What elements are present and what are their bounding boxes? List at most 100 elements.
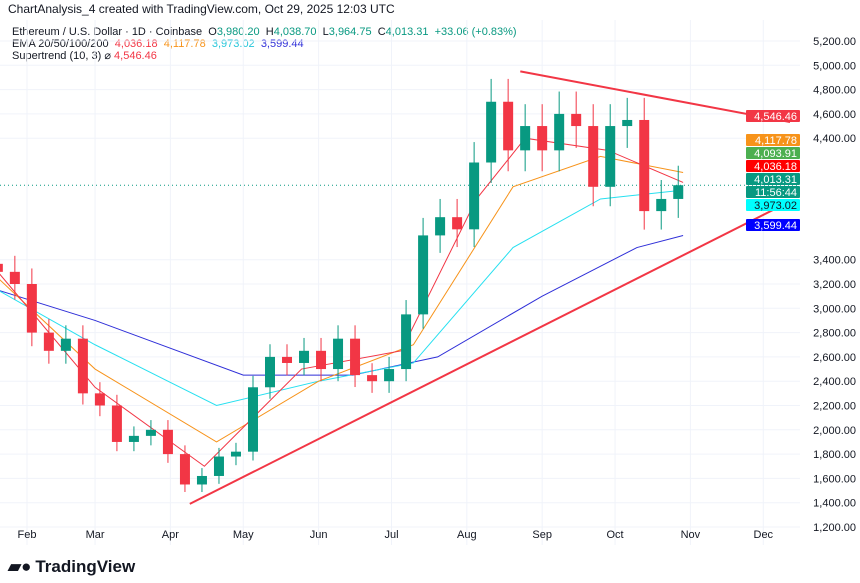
candle-body: [622, 119, 633, 127]
candle-body: [452, 217, 463, 230]
y-tick-label: 5,200.00: [813, 36, 856, 48]
candle-body: [128, 435, 139, 442]
supertrend-label: Supertrend (10, 3): [12, 50, 102, 62]
price-label-bg: [746, 110, 800, 122]
price-label-bg: [746, 219, 800, 231]
hidden-eye-icon[interactable]: ⌀: [104, 50, 111, 62]
candle-body: [435, 217, 446, 236]
y-tick-label: 2,200.00: [813, 401, 856, 413]
candle-body: [503, 101, 514, 151]
price-label: 11:56:44: [755, 187, 797, 199]
candle-body: [350, 338, 361, 376]
price-label: 3,599.44: [754, 220, 797, 232]
candle-body: [486, 101, 497, 163]
candle-body: [111, 405, 122, 442]
x-tick-label: Nov: [681, 529, 701, 541]
candle-body: [179, 454, 190, 485]
y-tick-label: 1,600.00: [813, 473, 856, 485]
candle-body: [384, 369, 395, 382]
candle-body: [588, 126, 599, 187]
x-tick-label: Mar: [86, 529, 105, 541]
x-tick-label: Sep: [532, 529, 552, 541]
candle-body: [282, 356, 293, 363]
y-tick-label: 4,400.00: [813, 133, 856, 145]
y-tick-label: 5,000.00: [813, 60, 856, 72]
candle-body: [230, 451, 241, 457]
tradingview-logo: ▰● TradingView: [8, 557, 136, 576]
price-label-bg: [746, 199, 800, 211]
chart-title: ChartAnalysis_4 created with TradingView…: [8, 2, 395, 16]
candle-body: [299, 350, 310, 363]
y-tick-label: 3,200.00: [813, 279, 856, 291]
candle-body: [247, 387, 258, 452]
price-label-bg: [746, 186, 800, 198]
ema20-line: [0, 137, 684, 467]
y-tick-label: 4,800.00: [813, 85, 856, 97]
close-value: 4,013.31: [385, 26, 429, 38]
low-value: 3,964.75: [328, 26, 372, 38]
x-tick-label: Dec: [754, 529, 774, 541]
candle-body: [554, 113, 565, 151]
y-tick-label: 1,400.00: [813, 498, 856, 510]
candle-body: [571, 113, 582, 127]
x-tick-label: Feb: [18, 529, 37, 541]
candle-body: [469, 162, 480, 230]
candle-body: [77, 338, 88, 394]
y-tick-label: 2,400.00: [813, 376, 856, 388]
ema50-line: [0, 155, 684, 443]
candle-body: [418, 235, 429, 315]
candle-body: [60, 338, 71, 351]
ohlc-legend: Ethereum / U.S. Dollar · 1D · Coinbase O…: [12, 26, 517, 38]
y-tick-label: 2,000.00: [813, 425, 856, 437]
x-tick-label: Jul: [384, 529, 398, 541]
y-tick-label: 2,600.00: [813, 352, 856, 364]
x-tick-label: Jun: [310, 529, 328, 541]
candle-body: [673, 185, 684, 199]
supertrend-legend[interactable]: Supertrend (10, 3) ⌀ 4,546.46: [12, 50, 157, 62]
x-tick-label: Oct: [606, 529, 623, 541]
price-label: 4,036.18: [754, 161, 797, 173]
open-value: 3,980.20: [216, 26, 260, 38]
trendline: [189, 200, 791, 505]
price-label: 3,973.02: [754, 200, 797, 212]
candle-body: [605, 126, 616, 187]
candle-body: [94, 393, 105, 406]
y-tick-label: 3,000.00: [813, 303, 856, 315]
candle-body: [213, 456, 224, 476]
candle-body: [333, 338, 344, 370]
x-tick-label: Apr: [162, 529, 179, 541]
candle-body: [520, 126, 531, 151]
candle-body: [162, 429, 173, 455]
y-tick-label: 1,800.00: [813, 449, 856, 461]
price-label-bg: [746, 173, 800, 185]
candle-body: [367, 375, 378, 382]
candle-body: [656, 198, 667, 212]
price-label: 4,013.31: [754, 174, 797, 186]
tv-logo-icon: ▰●: [8, 557, 32, 576]
symbol-label[interactable]: Ethereum / U.S. Dollar · 1D · Coinbase: [12, 26, 203, 38]
y-tick-label: 1,200.00: [813, 522, 856, 534]
candle-body: [639, 119, 650, 212]
candle-body: [26, 284, 37, 333]
change-value: +33.06 (+0.83%): [434, 26, 517, 38]
x-tick-label: Aug: [457, 529, 477, 541]
y-tick-label: 3,400.00: [813, 255, 856, 267]
candle-body: [537, 126, 548, 151]
ema100-line: [0, 189, 684, 407]
candle-body: [0, 263, 3, 272]
trendline: [520, 70, 791, 124]
candle-body: [401, 314, 412, 370]
candle-body: [196, 475, 207, 485]
price-label-bg: [746, 147, 800, 159]
y-tick-label: 2,800.00: [813, 328, 856, 340]
price-label-bg: [746, 134, 800, 146]
y-tick-label: 4,600.00: [813, 109, 856, 121]
candle-body: [9, 271, 20, 284]
high-value: 4,038.70: [273, 26, 317, 38]
price-label: 4,117.78: [755, 135, 797, 147]
candle-body: [43, 332, 54, 351]
supertrend-value: 4,546.46: [114, 50, 157, 62]
price-label-bg: [746, 160, 800, 172]
